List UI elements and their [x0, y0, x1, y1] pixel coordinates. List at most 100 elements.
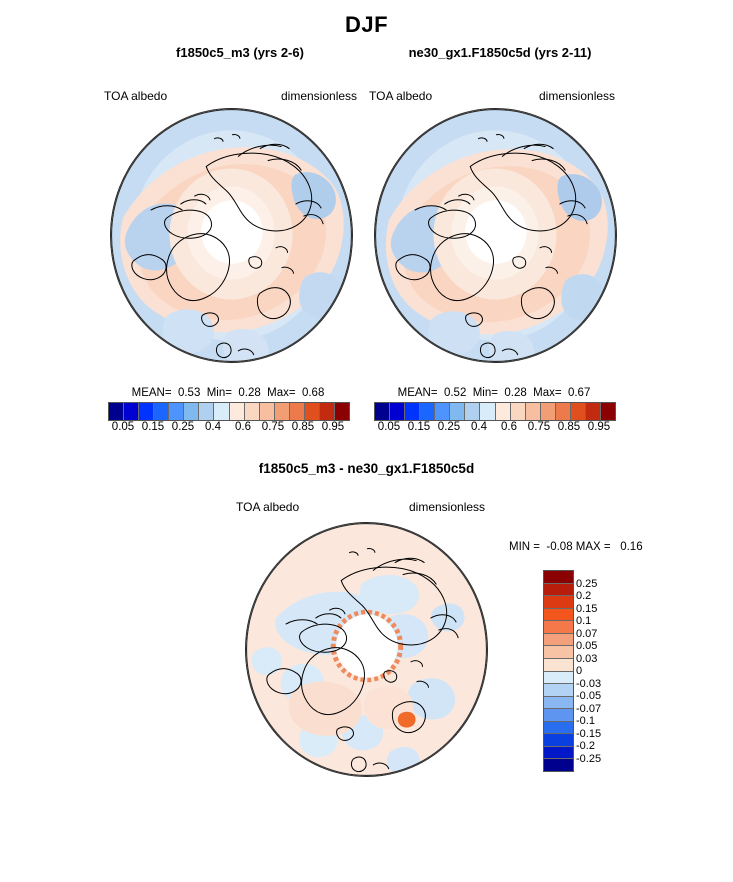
colorbar-tick-label: 0.1	[576, 615, 592, 627]
colorbar-tick-label: 0.07	[576, 627, 598, 640]
colorbar-difference	[543, 570, 574, 772]
colorbar-tick-label: 0.15	[576, 602, 598, 615]
colorbar-tick-label: -0.15	[576, 727, 602, 740]
polar-map-difference	[245, 522, 488, 777]
colorbar-segment	[555, 403, 571, 420]
colorbar-segment	[435, 403, 451, 420]
colorbar-segment	[544, 633, 573, 647]
colorbar-segment	[544, 759, 573, 771]
units-label-left: dimensionless	[281, 89, 358, 103]
colorbar-tick-label: -0.05	[576, 690, 602, 702]
colorbar-segment	[450, 403, 466, 420]
colorbar-segment	[154, 403, 170, 420]
colorbar-segment	[289, 403, 305, 420]
colorbar-segment	[544, 646, 573, 659]
colorbar-tick-label: 0.75	[261, 421, 285, 433]
colorbar-tick-label: 0.05	[377, 421, 401, 433]
colorbar-tick-label: 0.95	[321, 421, 345, 433]
colorbar-segment	[184, 403, 200, 420]
polar-map-difference-svg	[246, 523, 487, 776]
colorbar-segment	[244, 403, 260, 420]
colorbar-segment	[544, 608, 573, 622]
variable-label-right: TOA albedo	[369, 89, 433, 103]
diff-minmax-stats: MIN = -0.08 MAX = 0.16	[509, 541, 643, 553]
colorbar-segment	[375, 403, 391, 420]
colorbar-tick-label: 0.05	[111, 421, 135, 433]
colorbar-segment	[199, 403, 215, 420]
colorbar-segment	[600, 403, 615, 420]
colorbar-segment	[229, 403, 245, 420]
colorbar-segment	[420, 403, 436, 420]
colorbar-segment	[544, 583, 573, 597]
colorbar-segment	[544, 621, 573, 634]
stats-left: MEAN= 0.53 Min= 0.28 Max= 0.68	[131, 387, 325, 399]
colorbar-segment	[585, 403, 601, 420]
colorbar-segment	[540, 403, 556, 420]
variable-label-left: TOA albedo	[104, 89, 168, 103]
colorbar-segment	[259, 403, 275, 420]
colorbar-tick-label: 0.85	[557, 421, 581, 433]
colorbar-tick-label: 0.25	[576, 577, 598, 590]
colorbar-segment	[495, 403, 511, 420]
colorbar-segment	[544, 721, 573, 735]
stats-right: MEAN= 0.52 Min= 0.28 Max= 0.67	[397, 387, 591, 399]
colorbar-tick-label: 0	[576, 665, 583, 677]
colorbar-segment	[139, 403, 155, 420]
colorbar-segment	[214, 403, 230, 420]
colorbar-segment	[544, 696, 573, 710]
colorbar-tick-label: -0.1	[576, 715, 595, 727]
colorbar-left	[108, 402, 350, 421]
colorbar-segment	[544, 746, 573, 760]
colorbar-tick-label: 0.4	[471, 421, 487, 433]
colorbar-segment	[544, 684, 573, 697]
polar-map-right-svg	[375, 109, 616, 362]
colorbar-segment	[525, 403, 541, 420]
colorbar-segment	[169, 403, 185, 420]
colorbar-segment	[124, 403, 140, 420]
colorbar-tick-label: 0.25	[171, 421, 195, 433]
page-title: DJF	[344, 12, 389, 37]
panel-subtitle-right: ne30_gx1.F1850c5d (yrs 2-11)	[408, 45, 592, 60]
colorbar-tick-label: 0.03	[576, 652, 598, 665]
colorbar-segment	[544, 596, 573, 609]
colorbar-segment	[570, 403, 586, 420]
polar-map-left	[110, 108, 353, 363]
colorbar-segment	[304, 403, 320, 420]
colorbar-segment	[544, 658, 573, 672]
colorbar-segment	[405, 403, 421, 420]
colorbar-segment	[544, 571, 573, 584]
panel-subtitle-left: f1850c5_m3 (yrs 2-6)	[176, 45, 304, 60]
colorbar-tick-label: 0.85	[291, 421, 315, 433]
colorbar-segment	[274, 403, 290, 420]
colorbar-tick-label: 0.15	[141, 421, 165, 433]
colorbar-tick-label: 0.2	[576, 590, 592, 602]
units-label-right: dimensionless	[539, 89, 616, 103]
variable-label-diff: TOA albedo	[236, 500, 300, 514]
colorbar-tick-label: 0.6	[235, 421, 251, 433]
colorbar-right	[374, 402, 616, 421]
colorbar-segment	[544, 709, 573, 722]
colorbar-tick-label: 0.4	[205, 421, 221, 433]
colorbar-tick-label: -0.2	[576, 740, 595, 752]
colorbar-segment	[465, 403, 481, 420]
units-label-diff: dimensionless	[409, 500, 486, 514]
colorbar-right-ticks: 0.05 0.15 0.25 0.4 0.6 0.75 0.85 0.95	[374, 421, 614, 437]
colorbar-segment	[390, 403, 406, 420]
colorbar-segment	[510, 403, 526, 420]
colorbar-difference-ticks: 0.25 0.2 0.15 0.1 0.07 0.05 0.03 0 -0.03 -0.05 -0.…	[576, 570, 636, 772]
polar-map-right	[374, 108, 617, 363]
colorbar-segment	[544, 734, 573, 747]
colorbar-tick-label: -0.25	[576, 752, 602, 765]
polar-map-left-svg	[111, 109, 352, 362]
colorbar-tick-label: -0.07	[576, 702, 602, 715]
colorbar-tick-label: 0.6	[501, 421, 517, 433]
colorbar-tick-label: 0.15	[407, 421, 431, 433]
colorbar-tick-label: 0.75	[527, 421, 551, 433]
colorbar-left-ticks: 0.05 0.15 0.25 0.4 0.6 0.75 0.85 0.95	[108, 421, 348, 437]
colorbar-segment	[544, 671, 573, 685]
colorbar-tick-label: -0.03	[576, 677, 602, 690]
colorbar-segment	[109, 403, 125, 420]
colorbar-tick-label: 0.95	[587, 421, 611, 433]
colorbar-segment	[334, 403, 349, 420]
colorbar-tick-label: 0.05	[576, 640, 598, 652]
